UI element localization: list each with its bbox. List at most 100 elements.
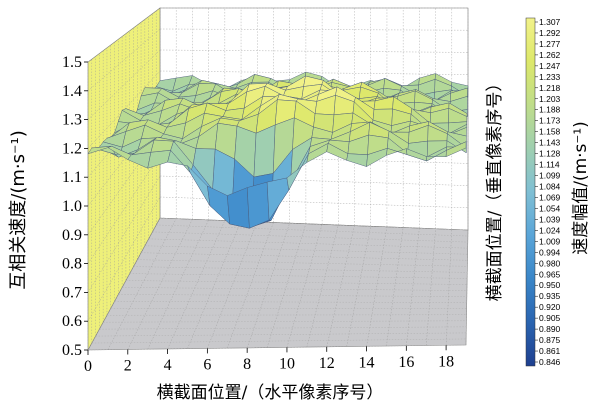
floor-grid-line [99, 326, 467, 330]
floor-grid-line [465, 229, 469, 346]
colorbar-tick-label: 0.905 [539, 313, 561, 323]
colorbar-tick-label: 1.307 [539, 17, 561, 27]
y-axis-label: 横截面位置/（垂直像素序号） [485, 75, 505, 302]
z-tick-label: 1.1 [62, 169, 82, 186]
floor-grid-line [118, 294, 467, 297]
floor-grid-line [346, 226, 371, 347]
floor-grid-line [137, 259, 468, 267]
z-axis-label: 互相关速度/(m·s⁻¹) [8, 130, 29, 289]
floor-grid-line [246, 222, 290, 348]
x-tick-label: 14 [359, 354, 375, 371]
floor-grid-line [386, 227, 404, 347]
surface-mesh [87, 71, 469, 229]
x-tick-label: 8 [243, 356, 251, 373]
colorbar-tick-label: 1.009 [539, 236, 561, 246]
floor-grid-line [87, 217, 161, 351]
floor-grid-line [127, 219, 193, 350]
surface-cell [253, 124, 276, 178]
x-tick-label: 4 [164, 357, 172, 374]
z-tick-label: 1.2 [62, 140, 82, 157]
colorbar-label: 速度幅值/(m·s⁻¹) [571, 121, 591, 255]
colorbar-tick-label: 1.143 [539, 138, 561, 148]
colorbar-rect [525, 17, 536, 367]
surface-cell [246, 181, 270, 229]
floor-grid-line [187, 221, 242, 349]
z-tick-label: 1.0 [62, 198, 82, 215]
z-tick-label: 1.3 [62, 112, 82, 129]
left-grid-hline [87, 175, 161, 293]
x-tick-label: 2 [124, 357, 132, 374]
z-tick-label: 0.7 [62, 284, 82, 301]
colorbar-tick-label: 0.920 [539, 302, 561, 312]
floor-grid-line [227, 222, 274, 349]
x-tick-label: 6 [203, 356, 211, 373]
colorbar-tick-label: 1.233 [539, 72, 561, 82]
colorbar-tick-label: 1.203 [539, 94, 561, 104]
colorbar-tick-label: 0.965 [539, 269, 561, 279]
left-grid-hline [87, 28, 161, 91]
colorbar-tick-label: 1.084 [539, 182, 561, 192]
colorbar-tick-label: 0.935 [539, 291, 561, 301]
back-grid-hline [159, 28, 469, 31]
left-grid-hline [87, 91, 161, 178]
x-tick-label: 0 [84, 358, 92, 375]
colorbar-tick-label: 1.069 [539, 192, 561, 202]
colorbar-tick-label: 1.024 [539, 225, 561, 235]
colorbar-tick-label: 1.277 [539, 39, 561, 49]
colorbar-tick-label: 1.158 [539, 127, 561, 137]
colorbar-tick-label: 1.099 [539, 171, 561, 181]
colorbar-tick-label: 0.890 [539, 324, 561, 334]
left-grid-hline [87, 7, 161, 63]
back-grid-hline [159, 70, 469, 75]
z-tick-label: 1.4 [62, 83, 82, 100]
colorbar-tick-label: 0.994 [539, 247, 561, 257]
surface-cell [445, 141, 467, 158]
x-axis-label: 横截面位置/（水平像素序号） [157, 383, 384, 403]
floor-grid-line [306, 224, 339, 348]
colorbar [525, 17, 536, 367]
z-tick-label: 0.8 [62, 256, 82, 273]
z-tick-label: 0.6 [62, 313, 82, 330]
floor-grid-line [167, 220, 226, 350]
colorbar-tick-label: 1.188 [539, 105, 561, 115]
z-axis-ticks: 0.5 0.6 0.7 0.8 0.9 1.0 1.1 1.2 1.3 1.4 1.5 [62, 54, 88, 359]
floor-grid-line [266, 223, 307, 348]
floor-grid-line [148, 238, 468, 249]
colorbar-tick-label: 1.054 [539, 203, 561, 213]
colorbar-tick-label: 1.128 [539, 149, 561, 159]
colorbar-ticks: 1.3071.2921.2771.2621.2471.2331.2181.203… [535, 17, 561, 367]
z-tick-label: 0.5 [62, 342, 82, 359]
floor-grid-line [156, 224, 468, 237]
left-grid-hline [87, 70, 161, 149]
colorbar-tick-label: 0.980 [539, 258, 561, 268]
floor-grid-line [129, 273, 468, 279]
colorbar-tick-label: 1.262 [539, 50, 561, 60]
back-grid-hline [159, 49, 469, 53]
colorbar-tick-label: 0.861 [539, 346, 561, 356]
floor-grid-line [103, 320, 467, 323]
z-tick-label: 0.9 [62, 227, 82, 244]
colorbar-tick-label: 0.875 [539, 335, 561, 345]
floor-grid-line [445, 229, 452, 346]
floor-grid-line [122, 287, 467, 291]
floor-grid-line [87, 344, 467, 351]
x-tick-label: 16 [398, 354, 414, 371]
floor-grid-line [159, 217, 469, 231]
floor-grid-line [286, 224, 323, 348]
colorbar-tick-label: 0.846 [539, 357, 561, 367]
floor-grid-line [141, 252, 468, 261]
colorbar-tick-label: 1.114 [539, 160, 560, 170]
colorbar-tick-label: 1.173 [539, 116, 561, 126]
floor-grid-line [91, 338, 467, 344]
colorbar-tick-label: 0.950 [539, 280, 561, 290]
left-grid-hline [87, 154, 161, 264]
colorbar-tick-label: 1.039 [539, 214, 561, 224]
x-axis-ticks: 0 2 4 6 8 10 12 14 16 18 [84, 345, 454, 375]
colorbar-tick-label: 1.218 [539, 83, 561, 93]
x-tick-label: 18 [438, 353, 454, 370]
x-tick-label: 10 [279, 355, 295, 372]
colorbar-tick-label: 1.292 [539, 28, 561, 38]
colorbar-tick-label: 1.247 [539, 61, 561, 71]
z-tick-label: 1.5 [62, 54, 82, 71]
